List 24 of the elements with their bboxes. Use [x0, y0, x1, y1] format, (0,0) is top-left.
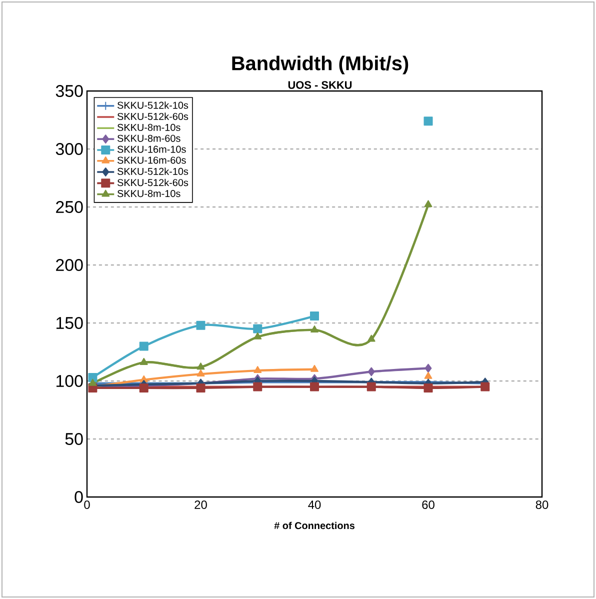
y-tick-label: 200 — [56, 259, 83, 271]
legend-label: SKKU-512k-10s — [117, 168, 188, 175]
legend-label: SKKU-16m-60s — [117, 156, 186, 164]
legend-label: SKKU-512k-60s — [117, 178, 188, 186]
legend-label: SKKU-8m-10s — [117, 124, 180, 131]
legend-label: SKKU-8m-10s — [117, 190, 180, 198]
y-tick-label: 350 — [56, 85, 83, 97]
x-tick-label: 0 — [84, 500, 90, 509]
y-tick-label: 300 — [56, 143, 83, 155]
x-axis-title: # of Connections — [274, 522, 355, 530]
y-tick-label: 250 — [56, 201, 83, 213]
y-tick-label: 50 — [65, 433, 83, 445]
x-tick-label: 40 — [308, 500, 321, 509]
legend-label: SKKU-512k-10s — [117, 101, 188, 109]
legend-label: SKKU-16m-10s — [117, 146, 186, 153]
x-tick-label: 80 — [536, 500, 548, 509]
x-tick-label: 20 — [194, 500, 207, 509]
y-tick-label: 150 — [56, 317, 83, 329]
chart-subtitle: UOS - SKKU — [288, 81, 352, 89]
legend-label: SKKU-8m-60s — [117, 134, 180, 142]
chart-title: Bandwidth (Mbit/s) — [232, 56, 408, 74]
y-tick-label: 100 — [56, 375, 83, 387]
legend-label: SKKU-512k-60s — [117, 112, 188, 120]
x-tick-label: 60 — [422, 500, 434, 509]
